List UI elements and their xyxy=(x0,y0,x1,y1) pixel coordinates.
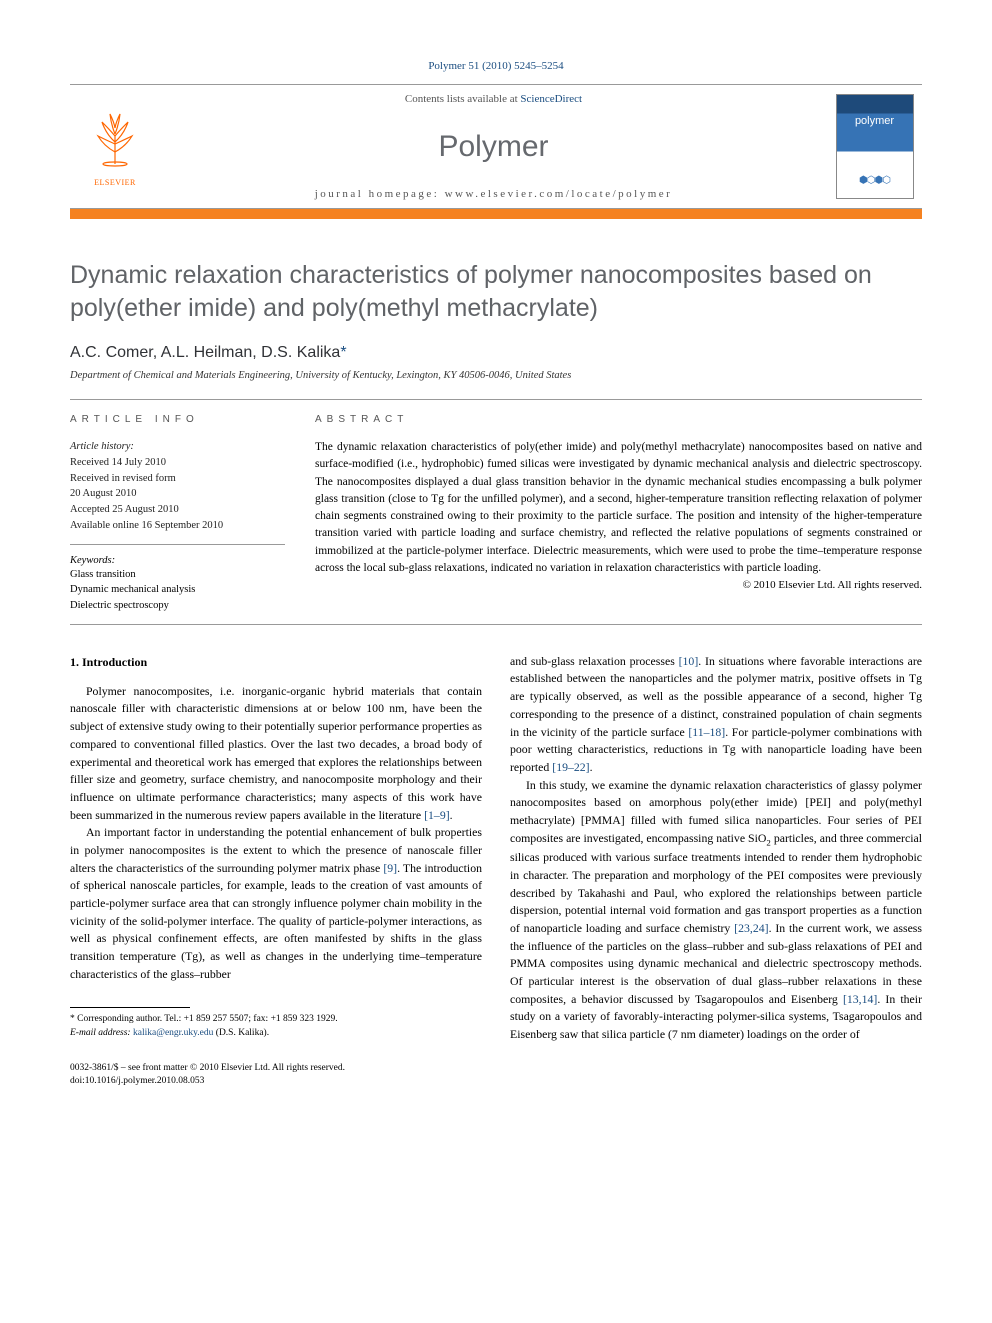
journal-homepage: journal homepage: www.elsevier.com/locat… xyxy=(160,188,827,200)
article-info-label: ARTICLE INFO xyxy=(70,414,285,425)
article-title: Dynamic relaxation characteristics of po… xyxy=(70,259,922,324)
ref-link-10[interactable]: [10] xyxy=(679,654,699,668)
elsevier-tree-icon xyxy=(84,106,146,176)
publisher-logo-cell: ELSEVIER xyxy=(70,85,160,208)
c2p2b: particles, and three commercial silicas … xyxy=(510,831,922,935)
keyword-3: Dielectric spectroscopy xyxy=(70,600,169,611)
cover-thumbnail-cell xyxy=(827,85,922,208)
keyword-2: Dynamic mechanical analysis xyxy=(70,584,195,595)
online-date: Available online 16 September 2010 xyxy=(70,520,223,531)
keyword-1: Glass transition xyxy=(70,569,136,580)
homepage-prefix: journal homepage: xyxy=(315,188,445,200)
body-column-left: 1. Introduction Polymer nanocomposites, … xyxy=(70,653,482,1089)
abstract-text: The dynamic relaxation characteristics o… xyxy=(315,439,922,577)
c2p1a: and sub-glass relaxation processes xyxy=(510,654,679,668)
p1-end: . xyxy=(450,808,453,822)
abstract-copyright: © 2010 Elsevier Ltd. All rights reserved… xyxy=(315,579,922,591)
body-columns: 1. Introduction Polymer nanocomposites, … xyxy=(70,653,922,1089)
homepage-url[interactable]: www.elsevier.com/locate/polymer xyxy=(445,188,673,200)
keywords-label: Keywords: xyxy=(70,555,285,566)
p2b-text: . The introduction of spherical nanoscal… xyxy=(70,861,482,981)
abstract-label: ABSTRACT xyxy=(315,414,922,425)
article-history: Article history: Received 14 July 2010 R… xyxy=(70,439,285,545)
journal-title: Polymer xyxy=(160,130,827,164)
col2-paragraph-2: In this study, we examine the dynamic re… xyxy=(510,777,922,1044)
citation-line: Polymer 51 (2010) 5245–5254 xyxy=(70,60,922,72)
divider-top xyxy=(70,399,922,400)
corr-email[interactable]: kalika@engr.uky.edu xyxy=(133,1028,213,1038)
ref-link-11-18[interactable]: [11–18] xyxy=(688,725,725,739)
email-suffix: (D.S. Kalika). xyxy=(213,1028,269,1038)
affiliation: Department of Chemical and Materials Eng… xyxy=(70,370,922,381)
ref-link-13-14[interactable]: [13,14] xyxy=(843,992,877,1006)
article-info-column: ARTICLE INFO Article history: Received 1… xyxy=(70,414,285,614)
header-center: Contents lists available at ScienceDirec… xyxy=(160,85,827,208)
info-abstract-row: ARTICLE INFO Article history: Received 1… xyxy=(70,414,922,614)
authors-list: A.C. Comer, A.L. Heilman, D.S. Kalika* xyxy=(70,344,922,362)
ref-link-19-22[interactable]: [19–22] xyxy=(552,760,589,774)
elsevier-logo[interactable]: ELSEVIER xyxy=(80,107,150,187)
keywords-list: Glass transition Dynamic mechanical anal… xyxy=(70,567,285,614)
ref-link-9[interactable]: [9] xyxy=(383,861,397,875)
ref-link-23-24[interactable]: [23,24] xyxy=(734,921,768,935)
journal-cover-thumbnail[interactable] xyxy=(836,94,914,199)
abstract-column: ABSTRACT The dynamic relaxation characte… xyxy=(315,414,922,614)
divider-bottom xyxy=(70,624,922,625)
c2p1d: . xyxy=(590,760,593,774)
front-matter-line: 0032-3861/$ – see front matter © 2010 El… xyxy=(70,1063,345,1073)
introduction-heading: 1. Introduction xyxy=(70,653,482,671)
contents-prefix: Contents lists available at xyxy=(405,93,520,105)
p1-text: Polymer nanocomposites, i.e. inorganic-o… xyxy=(70,684,482,822)
corresponding-footnote: * Corresponding author. Tel.: +1 859 257… xyxy=(70,1013,482,1040)
revised-line1: Received in revised form xyxy=(70,473,176,484)
intro-paragraph-1: Polymer nanocomposites, i.e. inorganic-o… xyxy=(70,683,482,825)
sciencedirect-link[interactable]: ScienceDirect xyxy=(520,93,582,105)
authors-names: A.C. Comer, A.L. Heilman, D.S. Kalika xyxy=(70,344,340,361)
accent-bar xyxy=(70,209,922,219)
corresponding-marker[interactable]: * xyxy=(340,344,346,361)
revised-line2: 20 August 2010 xyxy=(70,488,137,499)
corr-author-info: * Corresponding author. Tel.: +1 859 257… xyxy=(70,1014,338,1024)
ref-link-1-9[interactable]: [1–9] xyxy=(424,808,450,822)
email-label: E-mail address: xyxy=(70,1028,133,1038)
page-footer: 0032-3861/$ – see front matter © 2010 El… xyxy=(70,1062,482,1089)
history-label: Article history: xyxy=(70,441,134,452)
title-block: Dynamic relaxation characteristics of po… xyxy=(70,259,922,381)
publisher-name: ELSEVIER xyxy=(94,178,136,187)
accepted-date: Accepted 25 August 2010 xyxy=(70,504,179,515)
doi-line[interactable]: doi:10.1016/j.polymer.2010.08.053 xyxy=(70,1076,204,1086)
intro-paragraph-2: An important factor in understanding the… xyxy=(70,824,482,983)
journal-header: ELSEVIER Contents lists available at Sci… xyxy=(70,84,922,209)
footnote-separator xyxy=(70,1007,190,1008)
contents-available: Contents lists available at ScienceDirec… xyxy=(160,93,827,105)
body-column-right: and sub-glass relaxation processes [10].… xyxy=(510,653,922,1089)
col2-paragraph-1: and sub-glass relaxation processes [10].… xyxy=(510,653,922,777)
received-date: Received 14 July 2010 xyxy=(70,457,166,468)
page-container: Polymer 51 (2010) 5245–5254 ELSEVIER Con… xyxy=(0,0,992,1129)
